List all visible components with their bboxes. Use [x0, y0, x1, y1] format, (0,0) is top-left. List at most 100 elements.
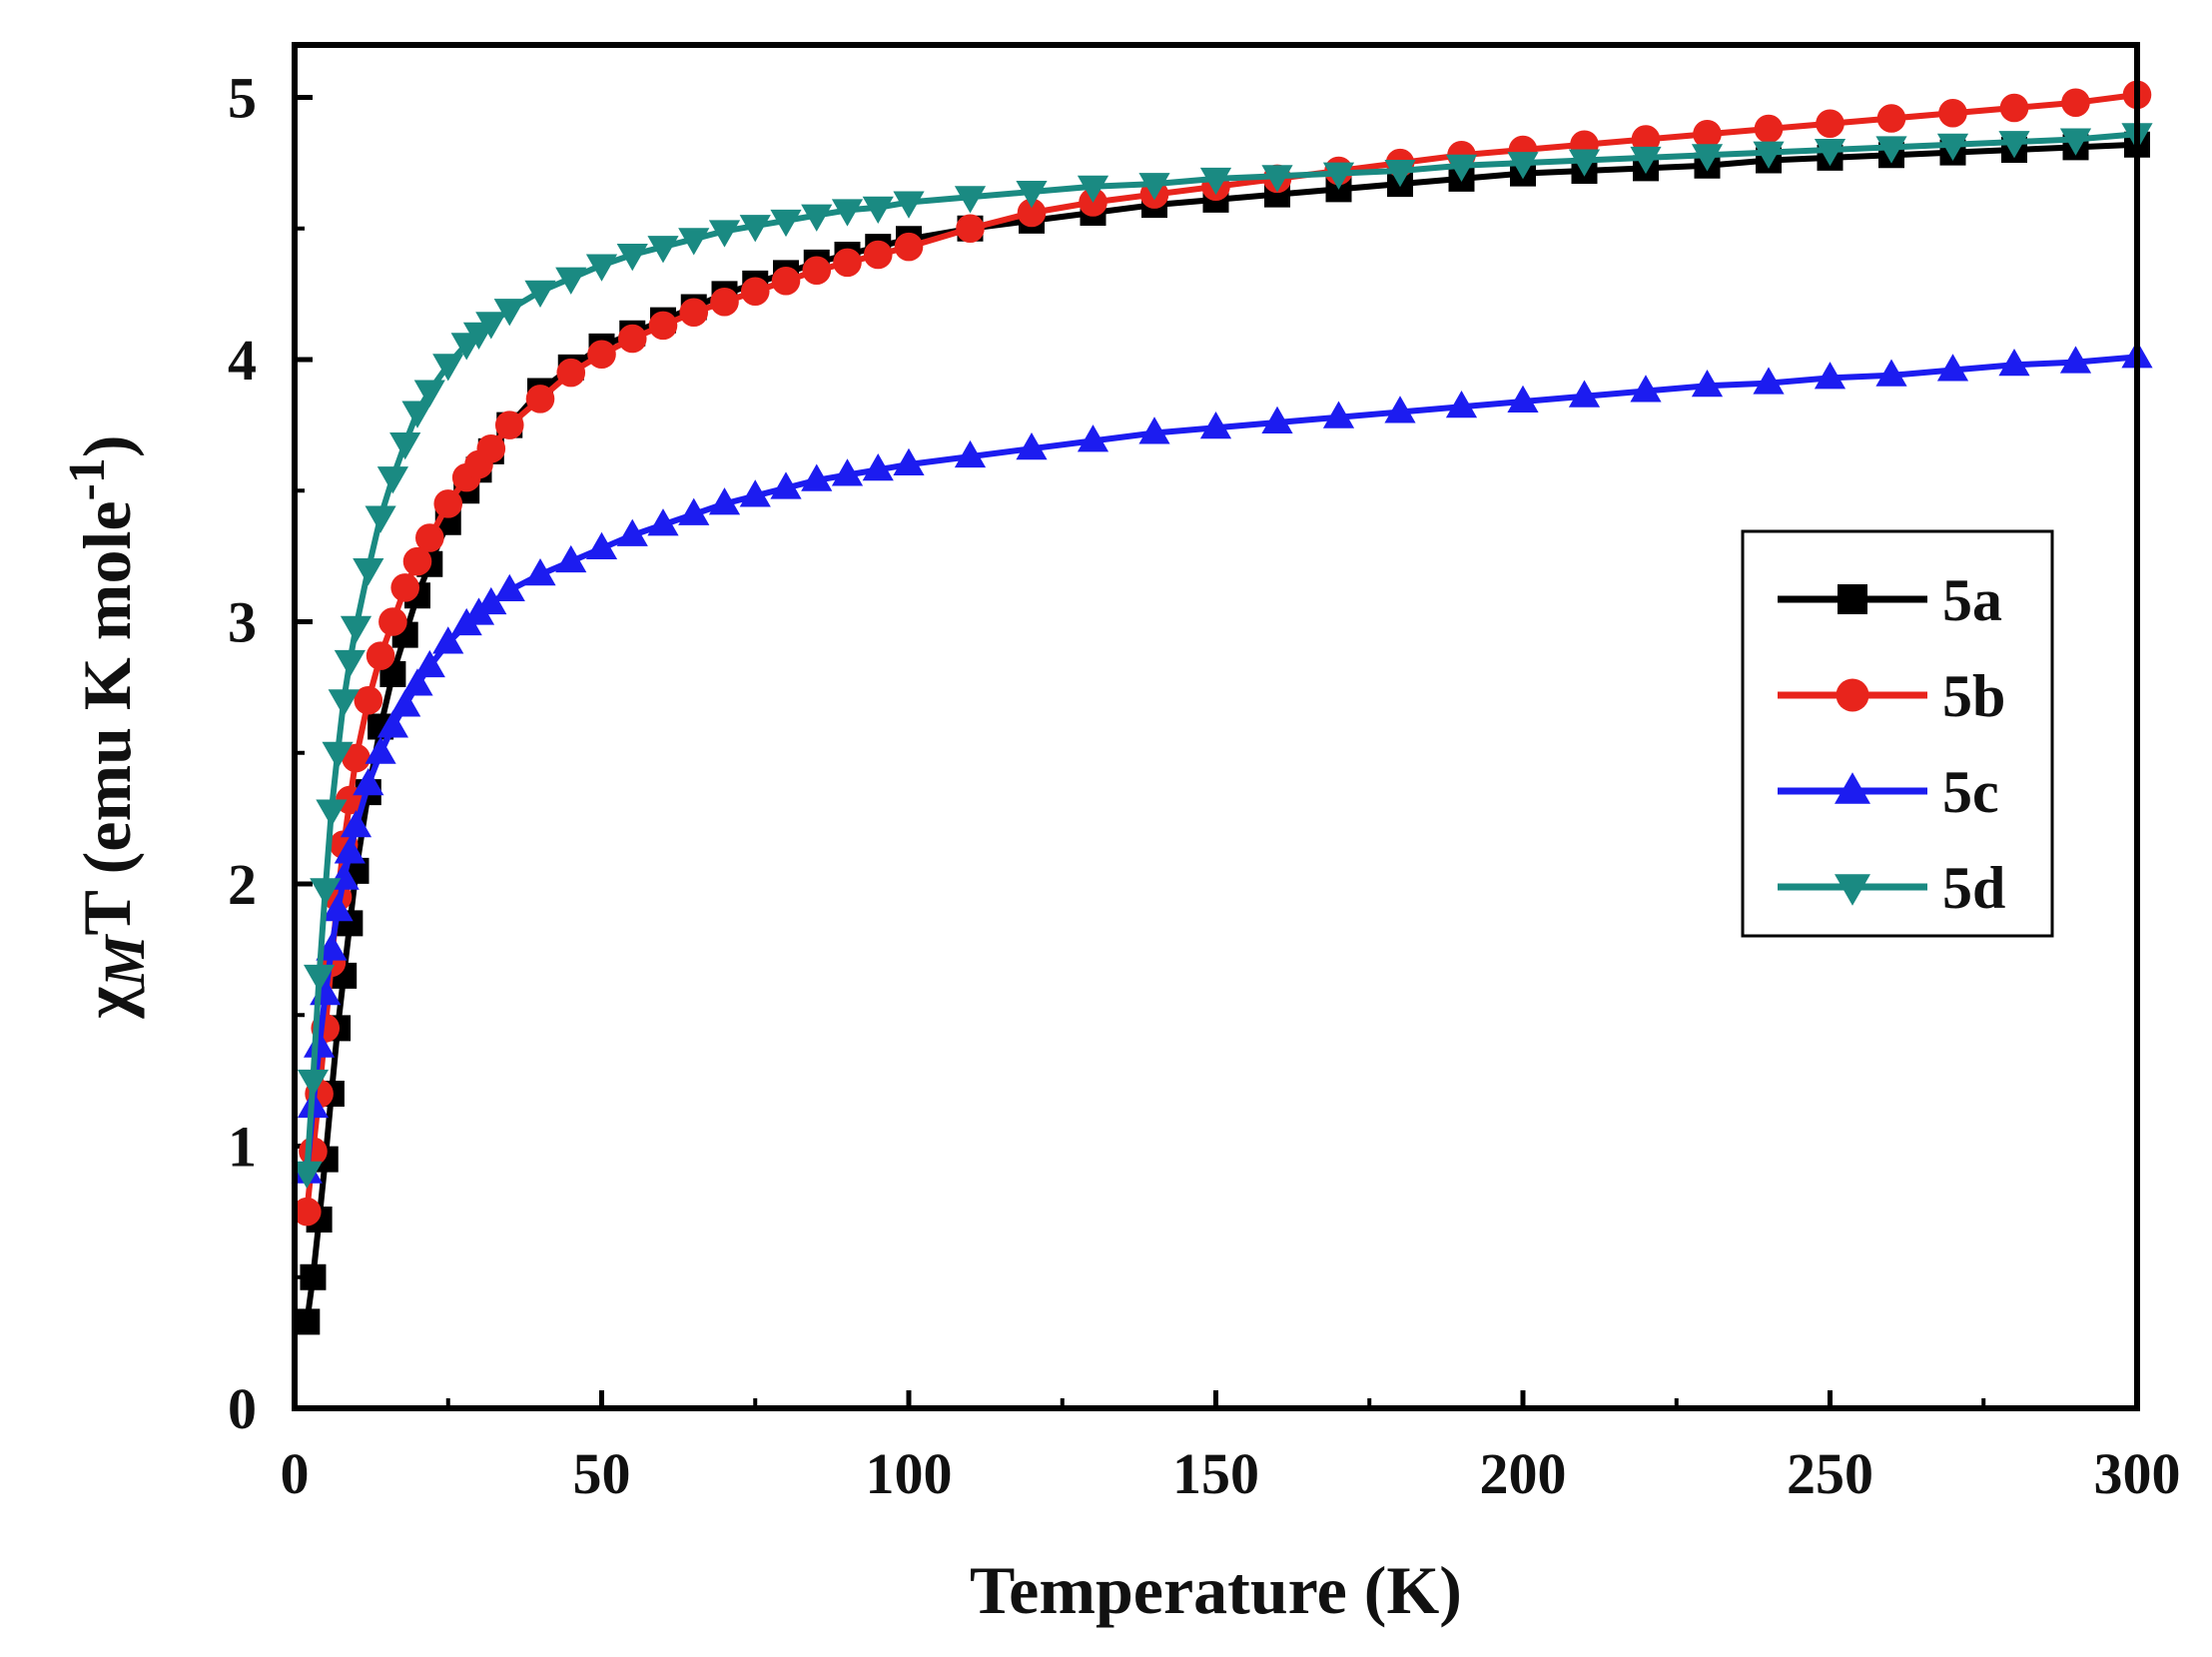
data-point-5d: [801, 204, 833, 232]
legend-label-5b: 5b: [1942, 663, 2005, 729]
data-point-5d: [555, 267, 587, 295]
data-point-5b: [1693, 119, 1722, 149]
data-point-5b: [894, 232, 924, 262]
legend-marker-5b: [1836, 678, 1869, 712]
data-point-5b: [390, 573, 420, 602]
data-point-5b: [648, 311, 678, 341]
data-point-5b: [366, 641, 395, 670]
y-axis-title-superscript: -1: [59, 457, 116, 500]
data-point-5c: [1077, 424, 1109, 452]
data-point-5c: [432, 626, 464, 654]
data-point-5c: [708, 487, 741, 515]
data-point-5d: [1998, 131, 2030, 159]
data-point-5c: [475, 586, 507, 615]
data-point-5b: [494, 411, 524, 439]
data-point-5d: [413, 380, 445, 408]
data-point-5b: [2061, 88, 2090, 118]
legend-marker-5d: [1835, 874, 1870, 906]
data-point-5b: [1999, 93, 2029, 123]
data-point-5d: [401, 401, 433, 428]
data-point-5c: [376, 710, 408, 738]
data-point-5a: [294, 1308, 321, 1335]
data-point-5d: [1507, 152, 1539, 180]
data-point-5a: [300, 1263, 327, 1290]
data-point-5d: [524, 280, 556, 308]
data-point-5d: [616, 243, 648, 272]
data-point-5c: [1875, 359, 1907, 387]
data-point-5c: [1691, 370, 1724, 398]
data-point-5c: [893, 447, 925, 476]
data-point-5d: [708, 220, 741, 248]
data-point-5b: [863, 240, 893, 270]
data-point-5c: [2059, 346, 2092, 374]
data-point-5c: [862, 453, 894, 481]
data-point-5b: [956, 214, 985, 244]
legend-label-5d: 5d: [1942, 855, 2005, 921]
y-axis-title: χMT (emu K mole-1): [59, 434, 157, 1019]
data-point-5b: [1017, 198, 1047, 228]
data-point-5c: [353, 768, 384, 796]
data-point-5c: [322, 894, 354, 922]
data-point-5c: [1384, 396, 1416, 423]
data-point-5d: [770, 209, 802, 238]
data-point-5c: [1998, 349, 2030, 377]
data-point-5d: [1691, 144, 1724, 172]
data-point-5c: [1445, 391, 1478, 418]
data-point-5b: [354, 685, 383, 715]
data-point-5d: [1322, 162, 1355, 190]
legend-label-5a: 5a: [1942, 567, 2002, 633]
legend-item-5b: 5b: [1778, 663, 2005, 729]
data-point-5c: [1322, 401, 1355, 428]
data-point-5b: [1631, 125, 1661, 154]
data-point-5d: [291, 1161, 323, 1189]
data-point-5c: [365, 736, 396, 764]
data-point-5c: [1199, 412, 1232, 439]
y-tick-label: 1: [228, 1115, 257, 1180]
data-point-5c: [801, 463, 833, 491]
series-5d: [291, 123, 2153, 1189]
data-point-5c: [647, 508, 679, 536]
data-point-5c: [401, 668, 433, 696]
data-point-5c: [493, 573, 525, 602]
data-point-5b: [740, 277, 770, 307]
data-point-5d: [585, 254, 618, 282]
data-point-5d: [1261, 165, 1293, 193]
data-point-5c: [1016, 432, 1048, 460]
data-point-5c: [585, 531, 618, 560]
data-point-5d: [297, 1069, 330, 1098]
data-point-5d: [1630, 146, 1662, 175]
data-point-5b: [1876, 104, 1906, 133]
data-point-5b: [342, 743, 370, 773]
data-point-5c: [1507, 385, 1539, 414]
y-tick-label: 3: [228, 590, 257, 655]
data-point-5b: [1754, 114, 1784, 144]
legend-box: [1741, 529, 2054, 938]
data-point-5d: [1814, 138, 1846, 167]
data-point-5c: [1814, 362, 1846, 390]
legend-marker-5a: [1838, 584, 1867, 614]
data-point-5d: [831, 199, 864, 227]
data-point-5d: [1077, 175, 1109, 203]
data-point-5c: [1753, 367, 1785, 395]
data-point-5d: [954, 186, 987, 214]
data-point-5d: [678, 228, 710, 256]
data-point-5c: [1630, 375, 1662, 403]
data-point-5c: [678, 497, 710, 525]
data-point-5b: [710, 287, 739, 317]
data-point-5b: [1816, 109, 1844, 139]
data-point-5d: [1568, 149, 1601, 177]
y-tick-label: 2: [228, 852, 257, 917]
data-point-5b: [556, 358, 586, 388]
x-tick-label: 150: [1172, 1441, 1259, 1506]
data-point-5b: [293, 1197, 322, 1227]
data-point-5b: [679, 298, 709, 328]
data-point-5c: [616, 518, 648, 546]
data-point-5c: [555, 544, 587, 573]
data-point-5d: [739, 215, 771, 243]
data-point-5d: [334, 649, 366, 678]
data-point-5c: [524, 558, 556, 586]
data-point-5d: [340, 615, 372, 643]
data-point-5b: [415, 523, 444, 552]
x-tick-label: 200: [1480, 1441, 1567, 1506]
